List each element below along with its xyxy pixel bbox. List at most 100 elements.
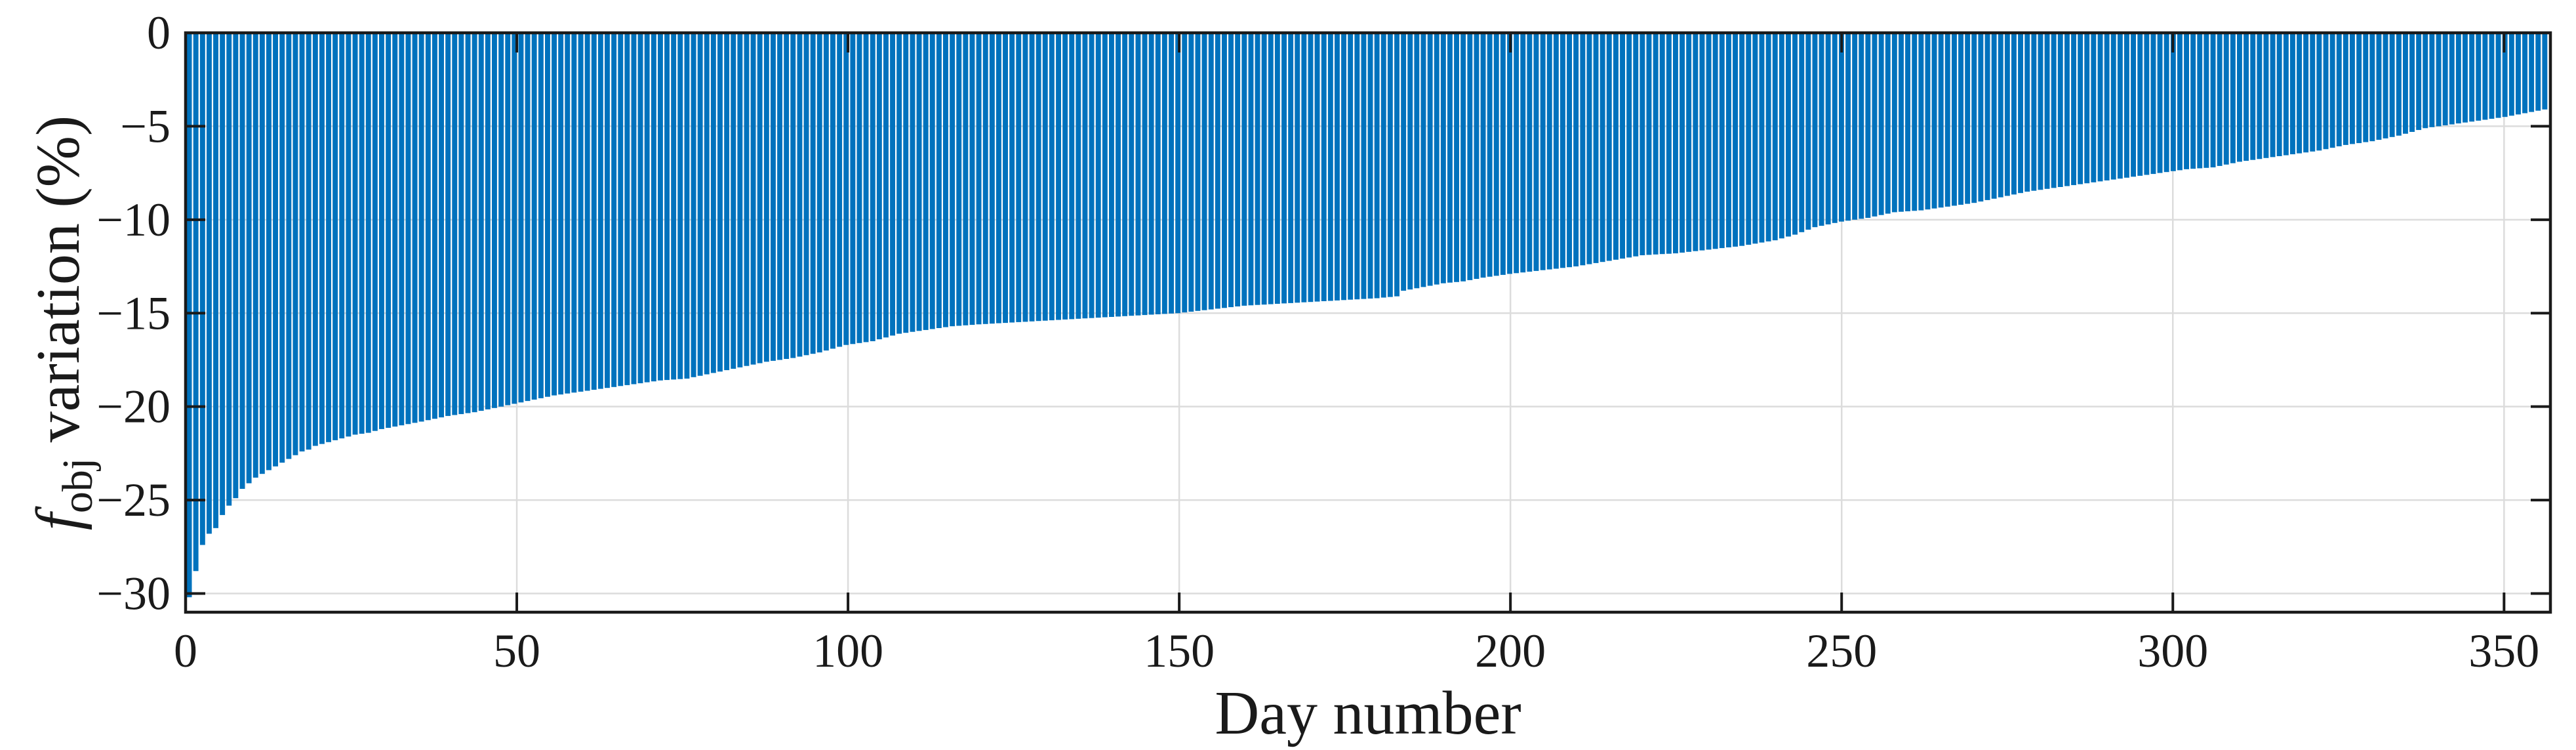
bar [744,33,750,366]
bar [339,33,345,439]
bar [1765,33,1771,241]
bar [1965,33,1971,204]
bar [1135,33,1141,316]
bar [1527,33,1533,272]
bar [2542,33,2548,110]
bar [2297,33,2302,154]
bar [2423,33,2428,129]
bar [531,33,537,400]
bar [1540,33,1546,270]
bar [1899,33,1904,212]
bar [1288,33,1294,303]
bar [2356,33,2362,144]
bar [2157,33,2163,173]
bar [2442,33,2448,125]
bar [472,33,477,413]
bar [1235,33,1241,306]
bar [1447,33,1453,283]
bar [2416,33,2422,131]
bar [306,33,312,450]
bar [929,33,935,329]
bar [1792,33,1798,235]
bar [710,33,716,373]
bar [1832,33,1838,223]
bar [1155,33,1161,314]
bar [1859,33,1864,219]
bar [1659,33,1665,255]
bar [2522,33,2527,114]
bar [346,33,352,437]
bar [1361,33,1367,299]
bar [910,33,916,332]
bar [1978,33,1984,202]
bar [445,33,451,416]
bar [2469,33,2475,122]
bar [1852,33,1858,220]
bar [2502,33,2508,117]
bar [717,33,723,372]
bar [405,33,411,425]
bar [452,33,458,415]
bar [226,33,232,506]
bar [1779,33,1784,239]
y-tick-label: −20 [96,381,171,433]
bar [850,33,856,344]
bar [1878,33,1884,215]
bar [1082,33,1088,319]
bar [1567,33,1572,268]
bar [1952,33,1957,206]
bar [771,33,776,361]
bar [1095,33,1101,318]
bar [1646,33,1652,255]
bar [1938,33,1944,208]
bar [856,33,862,343]
bar [843,33,849,345]
bar [2463,33,2468,123]
bar [2429,33,2435,127]
bar [2071,33,2076,186]
bar [1918,33,1924,211]
bar [1089,33,1095,318]
bar [1076,33,1081,319]
bar [2150,33,2156,175]
bar [193,33,199,572]
bar [512,33,517,404]
bar [2031,33,2037,191]
bar [1255,33,1260,305]
bar [1222,33,1227,308]
bar [1142,33,1148,316]
bar [220,33,226,515]
bar [2223,33,2229,165]
bar [976,33,982,325]
bar [916,33,922,331]
bar [1281,33,1287,304]
bar [1327,33,1333,301]
bar [1626,33,1632,258]
bar [1169,33,1174,314]
bar [286,33,292,459]
bar [1586,33,1592,264]
bar [2117,33,2123,179]
bar [731,33,736,369]
bar [2329,33,2335,148]
bar [1460,33,1466,281]
bar [1865,33,1871,218]
bar [664,33,670,381]
y-tick-label: −10 [96,194,171,246]
bar [492,33,497,408]
bar [830,33,835,349]
bar [1507,33,1512,274]
bar [1998,33,2003,198]
bar [1003,33,1008,323]
bar [1733,33,1738,247]
bar [876,33,882,340]
bar [784,33,790,359]
bar [816,33,822,353]
bar [943,33,948,327]
bar [2104,33,2110,180]
bar [2323,33,2329,150]
bar [1925,33,1931,210]
axis-ticks [184,31,2550,612]
bar [2476,33,2482,121]
bar [1161,33,1167,314]
